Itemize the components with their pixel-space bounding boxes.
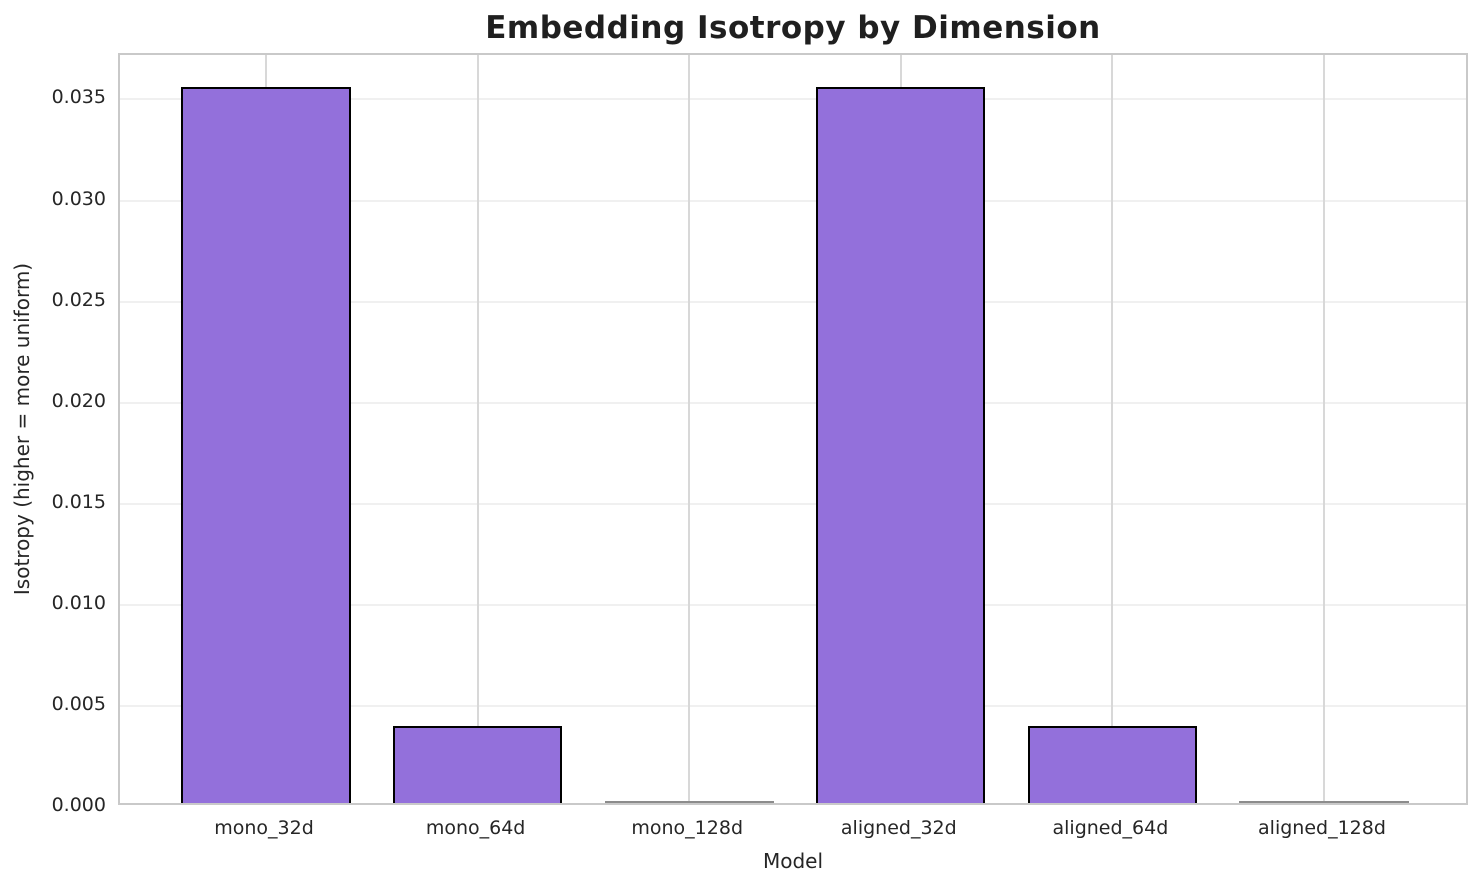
x-tick-aligned_128d: aligned_128d <box>1258 817 1386 839</box>
y-tick-0.020: 0.020 <box>51 389 106 412</box>
y-axis-label-text: Isotropy (higher = more uniform) <box>10 262 34 596</box>
y-tick-0.025: 0.025 <box>51 288 106 311</box>
y-tick-0.010: 0.010 <box>51 591 106 614</box>
x-tick-aligned_32d: aligned_32d <box>840 817 957 839</box>
v-gridline <box>1111 55 1114 803</box>
chart-title: Embedding Isotropy by Dimension <box>485 10 1101 46</box>
x-tick-aligned_64d: aligned_64d <box>1052 817 1169 839</box>
h-gridline <box>120 704 1466 707</box>
h-gridline <box>120 603 1466 606</box>
x-tick-mono_32d: mono_32d <box>214 817 314 839</box>
v-gridline <box>476 55 479 803</box>
h-gridline <box>120 502 1466 505</box>
bar-aligned_64d <box>1027 726 1198 803</box>
v-gridline <box>1322 55 1325 803</box>
h-gridline <box>120 401 1466 404</box>
y-tick-0.015: 0.015 <box>51 490 106 513</box>
x-tick-mono_64d: mono_64d <box>425 817 526 839</box>
y-tick-0.035: 0.035 <box>51 86 106 109</box>
x-axis-label: Model <box>762 849 824 873</box>
plot-area <box>118 53 1468 805</box>
y-tick-0.005: 0.005 <box>51 692 106 715</box>
x-tick-mono_128d: mono_128d <box>631 817 743 839</box>
bar-aligned_128d <box>1239 801 1409 803</box>
y-tick-0.030: 0.030 <box>51 187 106 210</box>
h-gridline <box>120 98 1466 101</box>
bar-mono_128d <box>604 801 774 803</box>
bar-mono_64d <box>392 726 563 803</box>
y-axis-label: Isotropy (higher = more uniform) <box>0 53 44 805</box>
bar-aligned_32d <box>816 87 986 803</box>
h-gridline <box>120 300 1466 303</box>
h-gridline <box>120 199 1466 202</box>
y-tick-0.000: 0.000 <box>51 794 106 816</box>
v-gridline <box>688 55 691 803</box>
bar-mono_32d <box>181 87 351 803</box>
